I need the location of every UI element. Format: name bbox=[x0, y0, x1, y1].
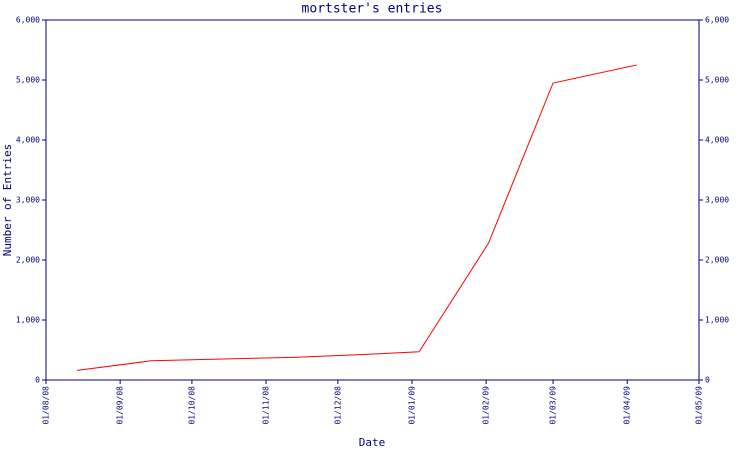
x-axis-label: Date bbox=[359, 436, 386, 449]
y2-tick-label: 6,000 bbox=[705, 16, 729, 25]
x-tick-label: 01/10/08 bbox=[187, 386, 196, 425]
y-tick-label: 5,000 bbox=[16, 76, 40, 85]
y2-tick-label: 4,000 bbox=[705, 136, 729, 145]
y2-tick-label: 2,000 bbox=[705, 256, 729, 265]
y-tick-label: 6,000 bbox=[16, 16, 40, 25]
x-tick-label: 01/11/08 bbox=[262, 386, 271, 425]
data-line bbox=[77, 64, 637, 371]
x-tick-label: 01/09/08 bbox=[116, 386, 125, 425]
y2-tick-label: 0 bbox=[705, 376, 710, 385]
y-axis-label: Number of Entries bbox=[1, 144, 14, 257]
y2-tick-label: 5,000 bbox=[705, 76, 729, 85]
x-tick-label: 01/12/08 bbox=[333, 386, 342, 425]
x-tick-label: 01/01/09 bbox=[407, 386, 416, 425]
x-tick-label: 01/08/08 bbox=[42, 386, 51, 425]
x-tick-label: 01/04/09 bbox=[623, 386, 632, 425]
y-tick-label: 2,000 bbox=[16, 256, 40, 265]
x-tick-label: 01/02/09 bbox=[482, 386, 491, 425]
y-tick-label: 1,000 bbox=[16, 316, 40, 325]
x-tick-label: 01/03/09 bbox=[549, 386, 558, 425]
y-tick-label: 0 bbox=[35, 376, 40, 385]
y2-tick-label: 1,000 bbox=[705, 316, 729, 325]
x-tick-label: 01/05/09 bbox=[695, 386, 704, 425]
y-tick-label: 4,000 bbox=[16, 136, 40, 145]
y-tick-label: 3,000 bbox=[16, 196, 40, 205]
y2-tick-label: 3,000 bbox=[705, 196, 729, 205]
chart-title: mortster's entries bbox=[302, 2, 443, 17]
